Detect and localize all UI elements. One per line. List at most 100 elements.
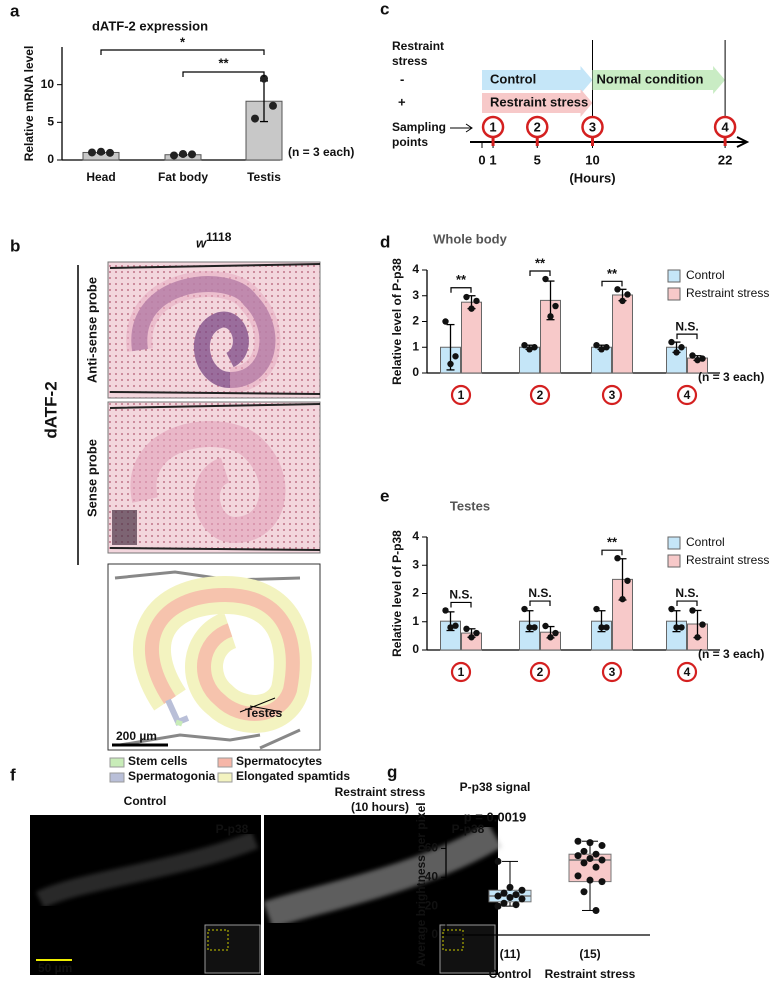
y-axis-label: Relative level of P-p38 (390, 258, 404, 385)
data-point (673, 349, 680, 356)
data-point (547, 634, 554, 641)
data-point (619, 297, 626, 305)
data-point (531, 624, 538, 631)
data-point (586, 876, 594, 884)
significance-label: ** (607, 266, 618, 281)
data-point (689, 607, 696, 614)
data-point (512, 891, 520, 899)
sampling-label: 4 (721, 119, 729, 134)
significance-bracket (100, 49, 265, 55)
y-tick-label: 0 (412, 365, 419, 379)
inset-box (207, 929, 229, 951)
time-tick-label: 10 (585, 152, 599, 167)
data-point (592, 850, 600, 858)
data-point (598, 346, 605, 353)
genotype: w (196, 235, 207, 250)
data-point (542, 622, 549, 630)
control-tissue (35, 831, 259, 909)
structure-label: Testes (245, 706, 282, 720)
significance-bracket (601, 280, 623, 287)
significance-label: N.S. (675, 586, 698, 600)
data-point (598, 878, 606, 886)
stress-tissue (263, 822, 503, 929)
data-point (500, 899, 508, 907)
gene-label: dATF-2 (41, 381, 60, 438)
arrow-label: Control (490, 71, 536, 86)
data-point (463, 293, 470, 301)
y-tick-label: 4 (412, 262, 419, 276)
x-tick-label: Fat body (158, 170, 208, 184)
spermatocyte-zone (145, 587, 300, 721)
scale-label: 200 µm (116, 729, 157, 743)
significance-bracket (182, 71, 265, 77)
data-point (170, 151, 178, 160)
data-point (598, 842, 606, 850)
significance-label: ** (607, 535, 618, 550)
data-point (593, 605, 600, 613)
y-tick-label: 0 (47, 152, 54, 166)
histology-images (77, 261, 321, 751)
significance-bracket (450, 601, 472, 608)
data-point (269, 101, 277, 110)
data-point (603, 624, 610, 631)
sampling-circle (481, 115, 505, 139)
panel-label: d (380, 232, 390, 251)
y-tick-label: 2 (412, 586, 419, 600)
data-point (694, 634, 701, 641)
legend-swatch (667, 287, 681, 301)
chart-title: Testes (450, 498, 490, 513)
cuticle (109, 403, 321, 551)
time-tick-label: 5 (534, 152, 541, 167)
data-point (251, 114, 259, 123)
count-label: (11) (500, 947, 521, 961)
significance-bracket (676, 333, 698, 340)
inset-box (442, 929, 464, 951)
panel-label: b (10, 236, 20, 255)
legend-label: Stem cells (128, 754, 188, 768)
chart-title: Whole body (433, 231, 507, 246)
panel-label: g (387, 762, 397, 781)
data-point (574, 837, 582, 845)
sense-dark (112, 510, 137, 545)
time-tick-label: 0 (478, 152, 485, 167)
data-point (452, 353, 459, 360)
legend-swatch (667, 269, 681, 283)
data-point (624, 291, 631, 298)
data-point (614, 286, 621, 293)
data-point (473, 297, 480, 305)
y-tick-label: 0 (412, 642, 419, 656)
data-point (260, 74, 268, 83)
y-axis-label: Relative level of P-p38 (390, 530, 404, 657)
data-point (699, 355, 706, 362)
note: (n = 3 each) (698, 370, 764, 384)
chart-title: P-p38 signal (460, 780, 531, 794)
significance-bracket (676, 600, 698, 607)
antisense-tissue (126, 271, 281, 393)
stain-label: P-p38 (452, 822, 485, 836)
legend-label: Restraint stress (686, 286, 769, 300)
legend-swatch (667, 536, 681, 550)
significance-bracket (450, 287, 472, 293)
data-point (494, 857, 502, 865)
sampling-label: 1 (489, 119, 496, 134)
data-point (442, 318, 449, 325)
data-point (473, 629, 480, 637)
data-point (97, 147, 105, 156)
condition-label: Control (124, 794, 167, 808)
condition-arrow (592, 66, 726, 94)
data-point (518, 886, 526, 894)
data-point (678, 624, 685, 631)
y-tick-label: 5 (47, 115, 54, 129)
data-point (468, 634, 475, 641)
data-point (521, 341, 528, 349)
note: (n = 3 each) (698, 647, 764, 661)
category-circle (450, 661, 472, 683)
data-point (574, 872, 582, 880)
row-header: stress (392, 54, 428, 68)
row-header: points (392, 135, 428, 149)
y-axis-label: Relative mRNA level (22, 46, 36, 162)
data-point (598, 856, 606, 864)
panel-label: a (10, 1, 20, 20)
data-point (468, 305, 475, 312)
data-point (88, 148, 96, 157)
